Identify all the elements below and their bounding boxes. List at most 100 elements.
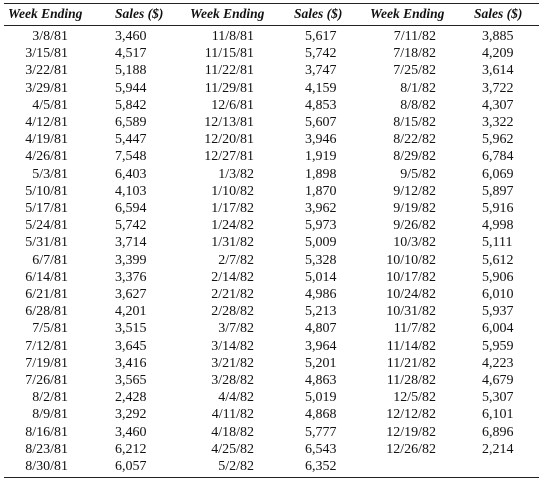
week-ending-cell: 4/4/82 [218, 390, 254, 406]
sales-cell: 6,543 [305, 441, 337, 457]
sales-cell: 5,742 [305, 46, 337, 62]
sales-cell: 3,292 [115, 407, 147, 423]
sales-cell: 6,589 [115, 115, 147, 131]
sales-cell: 5,897 [482, 183, 514, 199]
sales-cell: 6,784 [482, 149, 514, 165]
week-ending-cell: 12/26/82 [386, 441, 436, 457]
sales-cell: 4,201 [115, 304, 147, 320]
week-ending-cell: 4/26/81 [25, 149, 68, 165]
week-ending-cell: 7/26/81 [25, 373, 68, 389]
sales-cell: 6,212 [115, 441, 147, 457]
sales-cell: 4,807 [305, 321, 337, 337]
week-ending-cell: 8/30/81 [25, 459, 68, 475]
week-ending-cell: 3/8/81 [32, 29, 68, 44]
sales-cell: 5,937 [482, 304, 514, 320]
week-ending-cell: 2/21/82 [211, 287, 254, 303]
sales-cell: 3,645 [115, 338, 147, 354]
sales-cell: 1,919 [305, 149, 337, 165]
sales-cell: 5,962 [482, 132, 514, 148]
sales-cell: 5,607 [305, 115, 337, 131]
week-ending-cell: 5/24/81 [25, 218, 68, 234]
week-ending-cell: 8/8/82 [400, 97, 436, 113]
sales-cell: 5,328 [305, 252, 337, 268]
sales-cell: 3,747 [305, 63, 337, 79]
sales-cell: 4,307 [482, 97, 514, 113]
week-ending-cell: 3/21/82 [211, 355, 254, 371]
sales-cell: 5,617 [305, 29, 337, 44]
sales-cell: 4,517 [115, 46, 147, 62]
sales-cell: 2,428 [115, 390, 147, 406]
sales-cell: 5,307 [482, 390, 514, 406]
week-ending-cell: 10/31/82 [386, 304, 436, 320]
week-ending-cell: 3/28/82 [211, 373, 254, 389]
sales-cell: 4,868 [305, 407, 337, 423]
week-ending-cell: 5/10/81 [25, 183, 68, 199]
bottom-rule [4, 477, 539, 478]
week-ending-cell: 7/12/81 [25, 338, 68, 354]
sales-cell: 3,322 [482, 115, 514, 131]
week-ending-cell: 5/3/81 [32, 166, 68, 182]
sales-cell: 4,679 [482, 373, 514, 389]
week-ending-cell: 6/14/81 [25, 269, 68, 285]
week-ending-cell: 1/31/82 [211, 235, 254, 251]
week-ending-cell: 4/5/81 [32, 97, 68, 113]
sales-cell: 3,515 [115, 321, 147, 337]
sales-cell: 5,009 [305, 235, 337, 251]
sales-cell: 3,614 [482, 63, 514, 79]
sales-cell: 6,896 [482, 424, 514, 440]
sales-column-3: 3,885 4,209 3,614 3,722 4,307 3,322 5,962 6,784… [482, 28, 532, 458]
sales-cell: 4,223 [482, 355, 514, 371]
sales-cell: 3,627 [115, 287, 147, 303]
week-ending-cell: 8/1/82 [400, 80, 436, 96]
dates-column-3: 7/11/82 7/18/82 7/25/82 8/1/82 8/8/82 8/15/82… [372, 28, 436, 458]
week-ending-cell: 8/9/81 [32, 407, 68, 423]
week-ending-cell: 7/11/82 [393, 29, 436, 44]
week-ending-cell: 4/19/81 [25, 132, 68, 148]
week-ending-cell: 8/16/81 [25, 424, 68, 440]
sales-cell: 4,998 [482, 218, 514, 234]
week-ending-cell: 12/12/82 [386, 407, 436, 423]
week-ending-cell: 11/22/81 [204, 63, 254, 79]
sales-cell: 5,213 [305, 304, 337, 320]
sales-cell: 5,973 [305, 218, 337, 234]
sales-cell: 4,209 [482, 46, 514, 62]
sales-cell: 5,916 [482, 201, 514, 217]
sales-cell: 6,594 [115, 201, 147, 217]
week-ending-cell: 8/2/81 [32, 390, 68, 406]
week-ending-cell: 10/3/82 [393, 235, 436, 251]
sales-cell: 4,863 [305, 373, 337, 389]
week-ending-cell: 1/24/82 [211, 218, 254, 234]
top-rule [4, 3, 539, 4]
week-ending-cell: 7/18/82 [393, 46, 436, 62]
sales-cell: 3,376 [115, 269, 147, 285]
week-ending-cell: 9/19/82 [393, 201, 436, 217]
sales-cell: 6,010 [482, 287, 514, 303]
week-ending-cell: 11/28/82 [386, 373, 436, 389]
week-ending-cell: 3/22/81 [25, 63, 68, 79]
week-ending-cell: 6/7/81 [32, 252, 68, 268]
week-ending-cell: 5/31/81 [25, 235, 68, 251]
sales-cell: 5,014 [305, 269, 337, 285]
week-ending-cell: 11/7/82 [393, 321, 436, 337]
week-ending-cell: 10/10/82 [386, 252, 436, 268]
dates-column-2: 11/8/81 11/15/81 11/22/81 11/29/81 12/6/81 12… [190, 28, 254, 475]
sales-cell: 3,399 [115, 252, 147, 268]
week-ending-cell: 2/7/82 [218, 252, 254, 268]
week-ending-cell: 4/12/81 [25, 115, 68, 131]
sales-cell: 3,565 [115, 373, 147, 389]
sales-cell: 4,853 [305, 97, 337, 113]
sales-cell: 6,101 [482, 407, 514, 423]
sales-cell: 5,019 [305, 390, 337, 406]
week-ending-cell: 3/14/82 [211, 338, 254, 354]
sales-cell: 5,842 [115, 97, 147, 113]
sales-cell: 5,777 [305, 424, 337, 440]
week-ending-cell: 8/22/82 [393, 132, 436, 148]
sales-cell: 7,548 [115, 149, 147, 165]
week-ending-cell: 11/8/81 [211, 29, 254, 44]
sales-cell: 1,870 [305, 183, 337, 199]
header-rule [4, 25, 539, 26]
week-ending-cell: 12/13/81 [204, 115, 254, 131]
sales-cell: 2,214 [482, 441, 514, 457]
header-week-ending-3: Week Ending [370, 6, 445, 21]
